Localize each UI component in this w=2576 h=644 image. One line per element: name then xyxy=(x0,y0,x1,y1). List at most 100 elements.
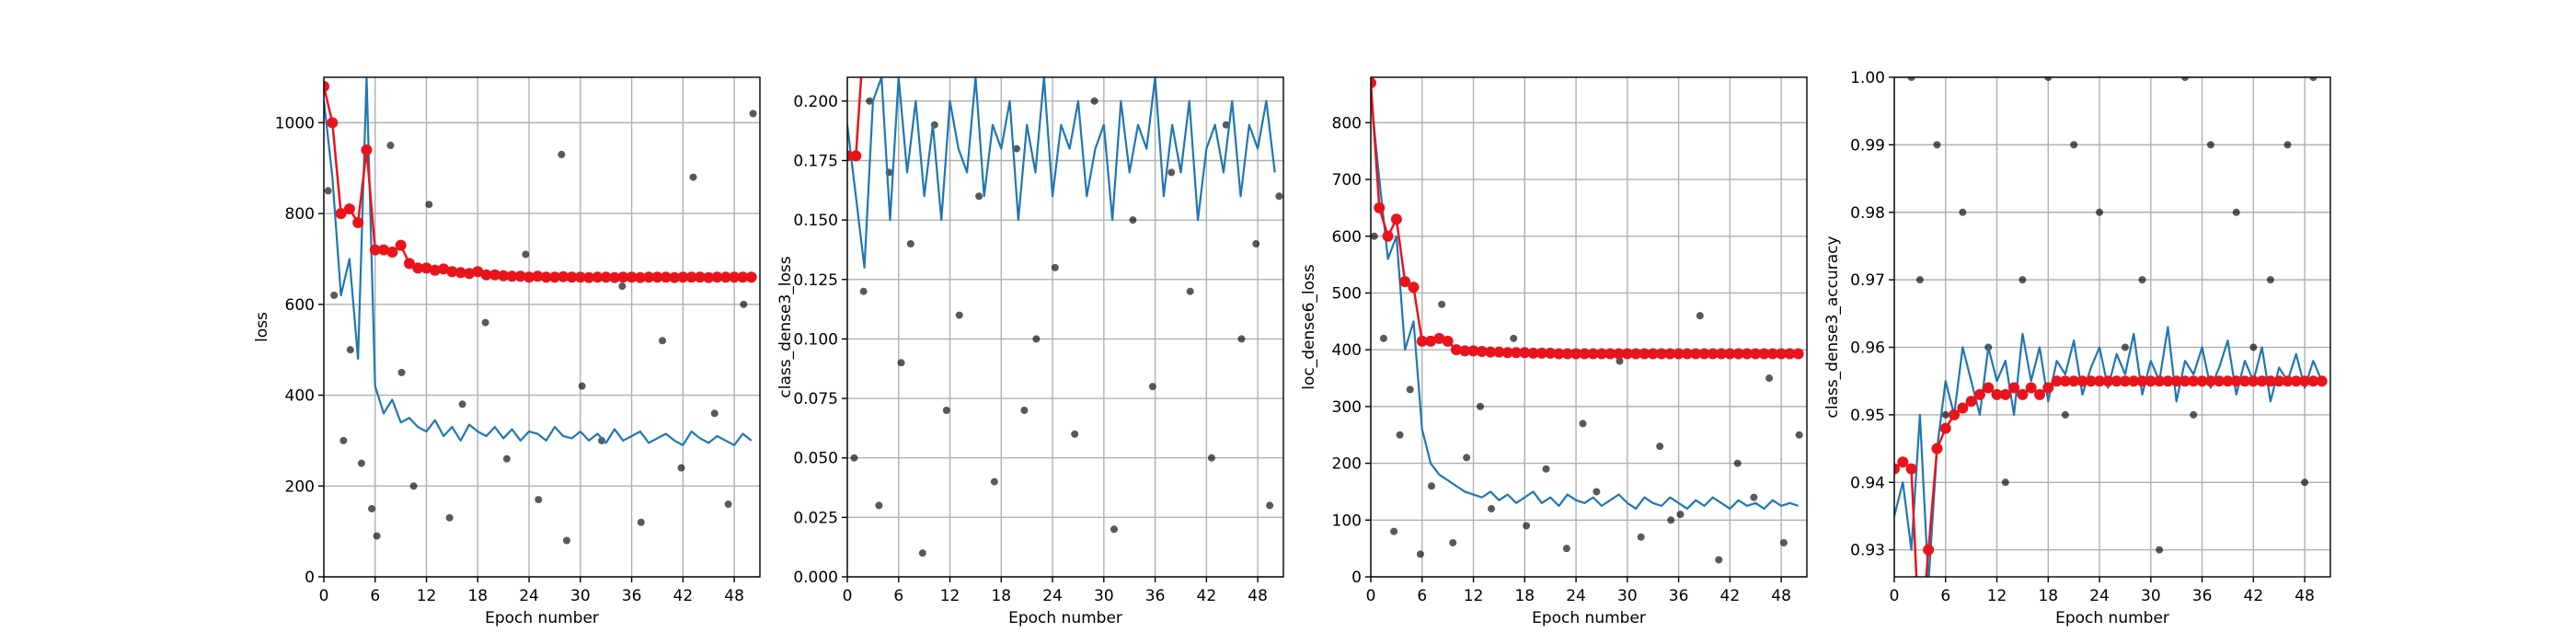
series-marker xyxy=(464,268,475,280)
series-marker xyxy=(352,216,364,228)
scatter-point xyxy=(1715,556,1723,564)
series-marker xyxy=(2316,375,2328,387)
series-marker xyxy=(378,244,390,256)
x-tick-label: 48 xyxy=(724,587,744,605)
scatter-point xyxy=(1959,208,1967,216)
series-marker xyxy=(2110,375,2122,387)
scatter-point xyxy=(425,201,433,209)
axes-frame xyxy=(1370,76,1808,578)
y-axis-label: class_dense3_loss xyxy=(776,256,795,397)
scatter-point xyxy=(562,536,570,545)
series-marker xyxy=(1750,348,1762,360)
scatter-point xyxy=(1593,488,1601,496)
series-marker xyxy=(2222,375,2234,387)
series-marker xyxy=(2145,375,2156,387)
scatter-point xyxy=(1449,538,1457,546)
y-tick-label: 0 xyxy=(305,569,315,587)
scatter-point xyxy=(1379,334,1387,342)
scatter-point xyxy=(618,282,627,291)
series-marker xyxy=(1587,348,1599,360)
series-marker xyxy=(1442,335,1454,347)
scatter-point xyxy=(1416,550,1424,558)
series-marker xyxy=(2196,375,2208,387)
x-tick-label: 6 xyxy=(1940,587,1950,605)
scatter-point xyxy=(2156,546,2164,554)
x-axis-label: Epoch number xyxy=(1008,609,1122,627)
scatter-point xyxy=(1676,511,1685,519)
scatter-point xyxy=(1148,383,1156,391)
y-tick-label: 1.00 xyxy=(1850,69,1885,87)
scatter-point xyxy=(1733,459,1742,467)
series-marker xyxy=(446,266,458,278)
series-marker xyxy=(1553,348,1565,360)
series-marker xyxy=(1656,348,1667,360)
series-marker xyxy=(1639,348,1650,360)
scatter-point xyxy=(2249,343,2258,351)
series-marker xyxy=(2248,375,2260,387)
series-marker xyxy=(489,269,500,281)
series-marker xyxy=(2282,375,2294,387)
series-marker xyxy=(1467,345,1479,357)
x-tick-label: 0 xyxy=(319,587,329,605)
series-marker xyxy=(1450,344,1462,356)
series-marker xyxy=(719,271,731,283)
subplot: 0 200 400 600 800 1000 0 6 12 18 24 30 36 42 48 Epoch n… xyxy=(253,76,761,627)
y-tick-label: 0.125 xyxy=(793,271,838,290)
scatter-point xyxy=(1616,357,1624,365)
y-tick-label: 0.95 xyxy=(1850,407,1885,425)
series-marker xyxy=(1425,335,1437,347)
series-marker xyxy=(677,271,689,283)
series-marker xyxy=(558,270,569,282)
scatter-point xyxy=(955,311,963,319)
scatter-point xyxy=(1090,97,1098,105)
series-marker xyxy=(1698,348,1710,360)
series-line xyxy=(1371,83,1799,355)
scatter-point xyxy=(1463,454,1471,462)
series-marker xyxy=(2162,375,2174,387)
scatter-point xyxy=(1071,430,1079,438)
x-tick-label: 12 xyxy=(1987,587,2007,605)
scatter-point xyxy=(1167,168,1176,177)
scatter-point xyxy=(2190,410,2198,419)
scatter-point xyxy=(1667,516,1675,524)
series-marker xyxy=(2188,375,2200,387)
x-axis-label: Epoch number xyxy=(1532,609,1646,627)
series-marker xyxy=(1732,348,1744,360)
series-marker xyxy=(343,203,355,215)
plot-area xyxy=(324,77,757,545)
scatter-point xyxy=(458,400,466,408)
x-tick-label: 18 xyxy=(467,587,488,605)
scatter-point xyxy=(522,250,530,259)
series-marker xyxy=(548,271,560,283)
scatter-point xyxy=(2001,478,2009,487)
scatter-point xyxy=(897,359,905,367)
axes-frame xyxy=(323,76,761,578)
series-marker xyxy=(1493,346,1505,358)
series-marker xyxy=(1664,348,1676,360)
scatter-point xyxy=(1110,525,1118,534)
series-marker xyxy=(514,270,526,282)
series-marker xyxy=(2085,375,2097,387)
scatter-point xyxy=(1013,144,1021,153)
series-marker xyxy=(369,244,381,256)
scatter-point xyxy=(2283,141,2292,149)
y-tick-label: 0.93 xyxy=(1850,542,1885,560)
series-marker xyxy=(2042,382,2054,394)
scatter-point xyxy=(1765,374,1774,383)
x-tick-label: 6 xyxy=(370,587,380,605)
series-marker xyxy=(617,271,629,283)
scatter-point xyxy=(1562,545,1570,553)
y-tick-label: 200 xyxy=(285,477,315,496)
y-tick-label: 0.94 xyxy=(1850,474,1885,492)
series-marker xyxy=(660,271,672,283)
x-tick-label: 12 xyxy=(1464,587,1484,605)
series-marker xyxy=(1647,348,1659,360)
series-marker xyxy=(1535,347,1547,359)
scatter-point xyxy=(373,532,381,540)
scatter-point xyxy=(1207,454,1215,462)
series-marker xyxy=(2008,382,2020,394)
series-marker xyxy=(2051,375,2063,387)
x-tick-label: 36 xyxy=(1145,587,1166,605)
scatter-point xyxy=(368,504,376,512)
